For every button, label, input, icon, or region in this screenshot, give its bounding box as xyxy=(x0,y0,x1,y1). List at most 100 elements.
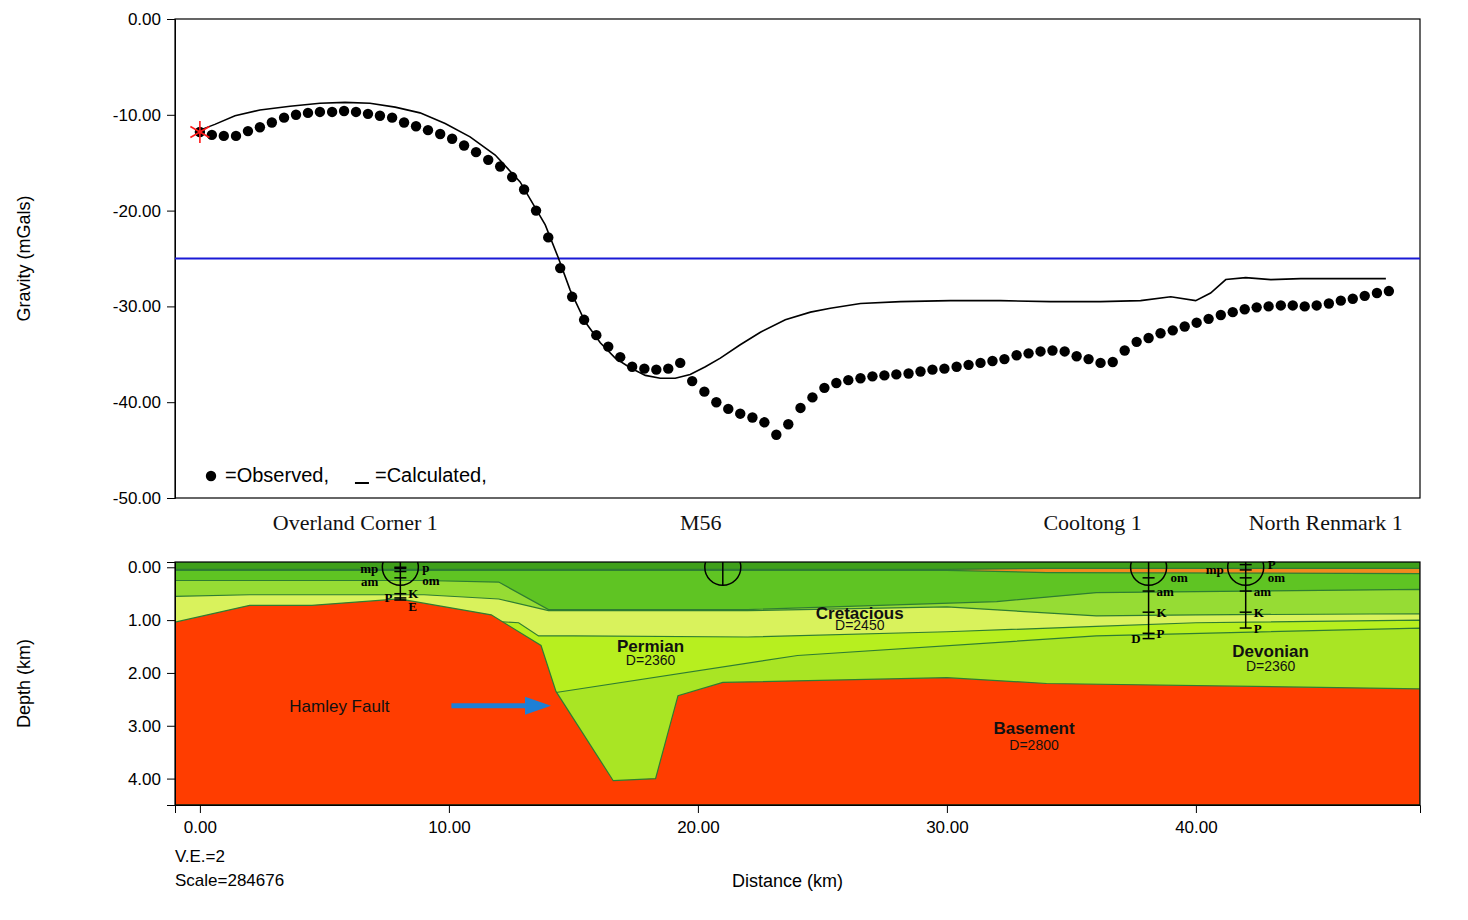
data-point xyxy=(1251,302,1261,312)
data-point xyxy=(735,408,745,418)
tick-label: 20.00 xyxy=(677,818,720,837)
tick-label: 0.00 xyxy=(128,10,161,29)
data-point xyxy=(759,417,769,427)
data-point xyxy=(1035,346,1045,356)
pick-label: am xyxy=(1157,584,1175,599)
data-point xyxy=(363,109,373,119)
tick: 20.00 xyxy=(677,805,720,837)
data-point xyxy=(771,430,781,440)
well-pick xyxy=(1240,611,1252,613)
well-pick xyxy=(394,568,406,570)
tick-label: 3.00 xyxy=(128,717,161,736)
data-point xyxy=(1108,357,1118,367)
y-axis: 0.001.002.003.004.00 xyxy=(128,558,176,805)
data-point xyxy=(963,360,973,370)
data-point xyxy=(1155,328,1165,338)
data-point xyxy=(387,112,397,122)
layer xyxy=(175,562,1420,805)
data-point xyxy=(279,112,289,122)
well-pick xyxy=(1143,611,1155,613)
data-point xyxy=(747,412,757,422)
tick-mark xyxy=(1196,805,1197,813)
series-line xyxy=(200,102,1386,378)
tick: 3.00 xyxy=(128,717,175,736)
tick: -10.00 xyxy=(113,106,175,125)
annotation: V.E.=2 xyxy=(175,847,225,866)
tick: -30.00 xyxy=(113,297,175,316)
layer xyxy=(175,570,1420,805)
pick-label: D xyxy=(1131,631,1140,646)
section-panel: 0.0010.0020.0030.0040.000.001.002.003.00… xyxy=(14,510,1421,891)
layer-density: D=2800 xyxy=(1009,737,1059,753)
tick-label: 0.00 xyxy=(184,818,217,837)
data-point xyxy=(1011,350,1021,360)
tick-label: -30.00 xyxy=(113,297,161,316)
plot-area xyxy=(175,102,1420,440)
data-point xyxy=(891,369,901,379)
tick-mark xyxy=(167,779,175,780)
tick: -40.00 xyxy=(113,393,175,412)
well-name: North Renmark 1 xyxy=(1249,510,1403,535)
pick-label: P xyxy=(1157,626,1165,641)
data-point xyxy=(303,108,313,118)
legend-label: =Calculated, xyxy=(375,464,487,486)
y-axis: -50.00-40.00-30.00-20.00-10.000.00 xyxy=(113,10,176,508)
data-point xyxy=(807,392,817,402)
well-track xyxy=(722,562,724,586)
tick-label: -50.00 xyxy=(113,489,161,508)
data-point xyxy=(423,125,433,135)
pick-label: P xyxy=(1254,621,1262,636)
tick: 0.00 xyxy=(128,10,175,29)
layer xyxy=(175,580,1420,805)
plot-frame xyxy=(175,562,1420,805)
pick-label: am xyxy=(361,574,379,589)
well-pick xyxy=(1240,564,1252,566)
data-point xyxy=(1311,300,1321,310)
series-points xyxy=(195,106,1394,440)
data-point xyxy=(795,403,805,413)
data-point xyxy=(435,129,445,139)
annotation: Hamley Fault xyxy=(289,697,389,716)
data-point xyxy=(1131,337,1141,347)
well-labels: Overland Corner 1pmpomamKPEM56Cooltong 1… xyxy=(273,510,1403,646)
well-symbol xyxy=(705,562,741,585)
legend: =Observed, =Calculated, xyxy=(206,464,487,486)
data-point xyxy=(1228,307,1238,317)
tick-mark xyxy=(167,306,175,307)
data-point xyxy=(855,373,865,383)
data-point xyxy=(1047,345,1057,355)
tick-mark xyxy=(167,567,175,568)
axis-title: Distance (km) xyxy=(732,871,843,891)
layer-density: D=2450 xyxy=(835,617,885,633)
layer-density: D=2360 xyxy=(626,652,676,668)
data-point xyxy=(879,370,889,380)
legend-marker xyxy=(355,482,369,484)
pick-label: K xyxy=(1254,605,1265,620)
data-point xyxy=(1324,298,1334,308)
axis-line xyxy=(167,20,176,499)
data-point xyxy=(1360,291,1370,301)
pick-label: E xyxy=(408,599,417,614)
annotation-arrow xyxy=(451,703,529,708)
well-pick xyxy=(394,567,406,569)
data-point xyxy=(1168,325,1178,335)
tick: 4.00 xyxy=(128,770,175,789)
legend-label: =Observed, xyxy=(225,464,329,486)
data-point xyxy=(207,130,217,140)
data-point xyxy=(351,107,361,117)
data-point xyxy=(1071,351,1081,361)
pick-label: am xyxy=(1254,584,1272,599)
tick: 10.00 xyxy=(428,805,471,837)
data-point xyxy=(1348,294,1358,304)
tick-mark xyxy=(167,115,175,116)
data-point xyxy=(1216,310,1226,320)
annotation: Scale=284676 xyxy=(175,871,284,890)
axis-line xyxy=(176,806,1421,814)
data-point xyxy=(1263,301,1273,311)
tick-mark xyxy=(167,211,175,212)
layer-name: Basement xyxy=(993,719,1075,738)
well-name: M56 xyxy=(680,510,722,535)
well-pick xyxy=(1143,633,1155,635)
pick-label: P xyxy=(384,590,392,605)
data-point xyxy=(927,364,937,374)
